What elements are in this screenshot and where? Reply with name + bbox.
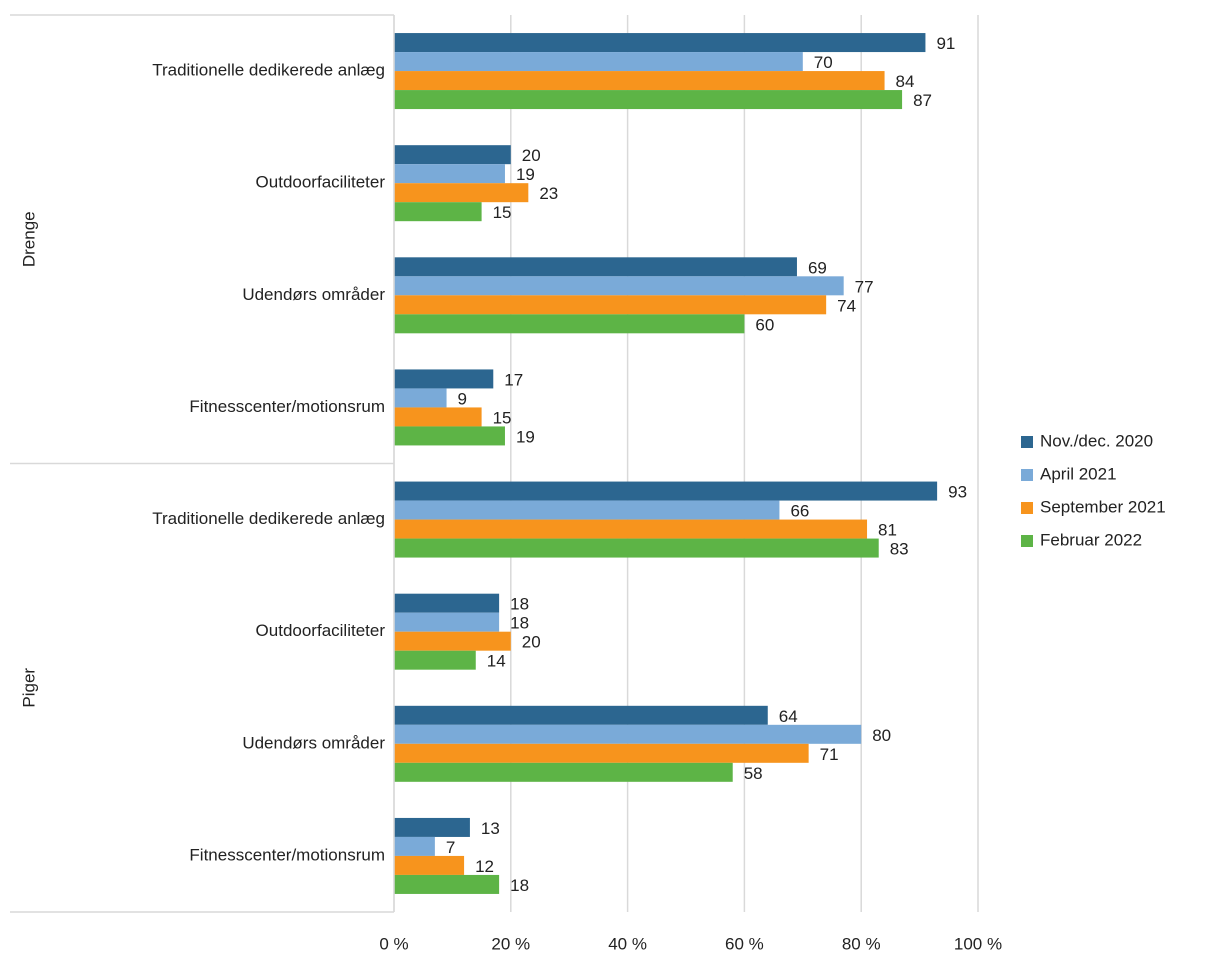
bar [394, 724, 862, 744]
data-label: 13 [481, 819, 500, 838]
data-label: 17 [504, 370, 523, 389]
x-tick-label: 20 % [491, 934, 530, 953]
data-label: 23 [539, 184, 558, 203]
bar [394, 855, 465, 875]
data-label: 19 [516, 427, 535, 446]
category-label: Fitnesscenter/motionsrum [189, 845, 385, 864]
data-label: 18 [510, 614, 529, 633]
bar [394, 650, 476, 670]
data-label: 9 [458, 389, 467, 408]
bar [394, 388, 447, 408]
bar [394, 369, 494, 389]
legend-swatch [1021, 436, 1033, 448]
category-label: Fitnesscenter/motionsrum [189, 397, 385, 416]
bar [394, 164, 505, 184]
group-label: Piger [19, 668, 38, 708]
category-label: Traditionelle dedikerede anlæg [152, 509, 385, 528]
bar [394, 500, 780, 520]
bar [394, 612, 500, 632]
data-label: 20 [522, 146, 541, 165]
data-label: 80 [872, 726, 891, 745]
x-tick-label: 40 % [608, 934, 647, 953]
data-label: 15 [493, 408, 512, 427]
bar [394, 593, 500, 613]
bar [394, 407, 482, 427]
bar [394, 481, 938, 501]
data-label: 81 [878, 521, 897, 540]
bar [394, 836, 435, 856]
bar [394, 257, 797, 277]
category-label: Outdoorfaciliteter [256, 173, 386, 192]
data-label: 58 [744, 764, 763, 783]
bar [394, 90, 903, 110]
data-label: 77 [855, 277, 874, 296]
legend-label: Nov./dec. 2020 [1040, 431, 1153, 450]
x-tick-label: 0 % [379, 934, 408, 953]
bar [394, 276, 844, 296]
data-label: 19 [516, 165, 535, 184]
data-label: 83 [890, 540, 909, 559]
legend-swatch [1021, 469, 1033, 481]
data-label: 84 [896, 72, 915, 91]
bar [394, 314, 745, 334]
data-label: 87 [913, 91, 932, 110]
data-label: 71 [820, 745, 839, 764]
category-label: Traditionelle dedikerede anlæg [152, 61, 385, 80]
x-tick-label: 80 % [842, 934, 881, 953]
x-tick-label: 60 % [725, 934, 764, 953]
bar [394, 426, 505, 446]
data-label: 7 [446, 838, 455, 857]
bar [394, 33, 926, 53]
bar [394, 52, 803, 72]
bar [394, 519, 868, 539]
category-label: Udendørs områder [242, 733, 385, 752]
category-label: Udendørs områder [242, 285, 385, 304]
legend-label: Februar 2022 [1040, 530, 1142, 549]
bar [394, 538, 879, 558]
data-label: 91 [936, 34, 955, 53]
bar [394, 705, 768, 725]
bar [394, 631, 511, 651]
legend-label: April 2021 [1040, 464, 1117, 483]
data-label: 70 [814, 53, 833, 72]
legend-swatch [1021, 535, 1033, 547]
data-label: 66 [790, 502, 809, 521]
bar [394, 874, 500, 894]
bar [394, 762, 733, 782]
data-label: 60 [755, 315, 774, 334]
bar [394, 743, 809, 763]
data-label: 64 [779, 707, 798, 726]
legend-swatch [1021, 502, 1033, 514]
x-tick-label: 100 % [954, 934, 1002, 953]
data-label: 18 [510, 876, 529, 895]
data-label: 14 [487, 652, 506, 671]
bar [394, 817, 470, 837]
bar [394, 295, 827, 315]
data-label: 20 [522, 633, 541, 652]
group-label: Drenge [19, 211, 38, 267]
bar [394, 183, 529, 203]
data-label: 93 [948, 483, 967, 502]
bar [394, 145, 511, 165]
data-label: 12 [475, 857, 494, 876]
legend-label: September 2021 [1040, 497, 1166, 516]
data-label: 74 [837, 296, 856, 315]
data-label: 15 [493, 203, 512, 222]
bar [394, 202, 482, 222]
data-label: 69 [808, 258, 827, 277]
data-label: 18 [510, 595, 529, 614]
bar [394, 71, 885, 91]
category-label: Outdoorfaciliteter [256, 621, 386, 640]
